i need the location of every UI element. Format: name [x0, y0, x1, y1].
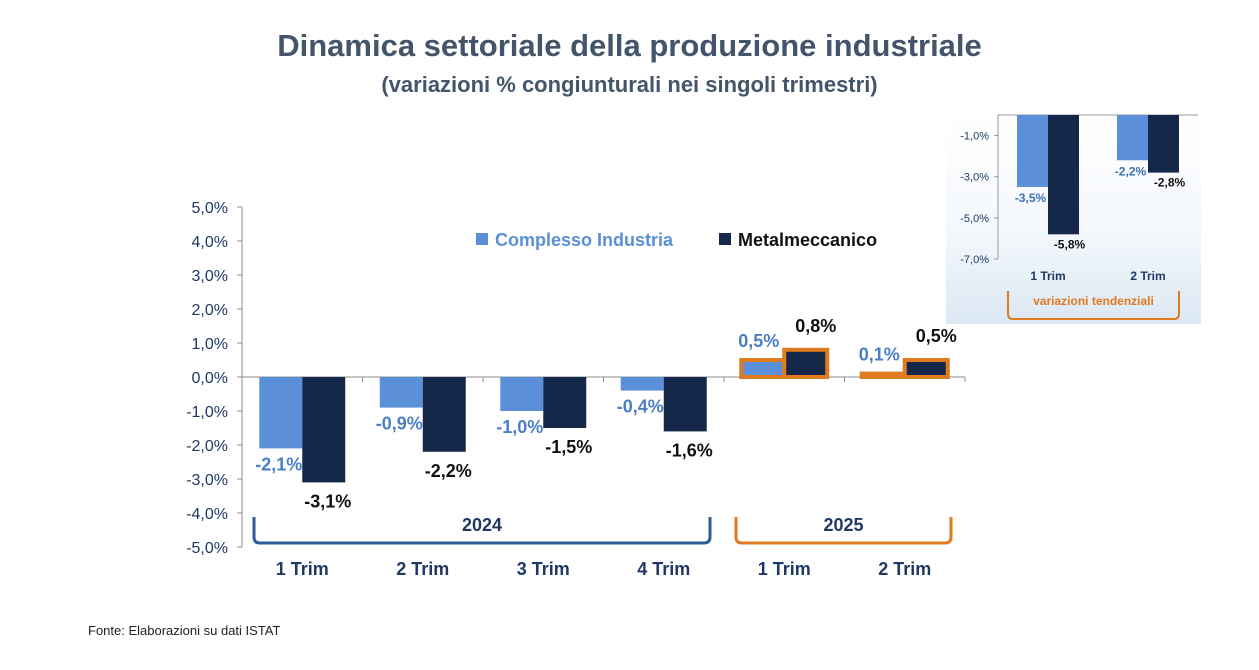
- inset-data-label: -5,8%: [1054, 237, 1086, 251]
- y-tick-label: 4,0%: [192, 234, 228, 251]
- data-label: -0,4%: [617, 397, 664, 417]
- bar-metalmeccanico: [663, 377, 707, 432]
- legend-swatch-metalmeccanico: [719, 233, 731, 245]
- inset-x-tick-label: 2 Trim: [1130, 269, 1165, 283]
- bar-complesso-industria: [739, 358, 787, 379]
- bar-complesso-industria: [859, 371, 907, 380]
- inset-bar-metalmeccanico: [1148, 115, 1179, 173]
- bar-complesso-industria: [500, 377, 544, 411]
- bar-metalmeccanico: [782, 347, 830, 379]
- chart-subtitle: (variazioni % congiunturali nei singoli …: [381, 72, 878, 97]
- inset-bar-complesso-industria: [1017, 115, 1048, 187]
- inset-data-label: -3,5%: [1015, 191, 1047, 205]
- bar-metalmeccanico: [302, 377, 346, 483]
- bar-complesso-industria: [259, 377, 303, 449]
- y-tick-label: -2,0%: [186, 438, 228, 455]
- year-bracket: [252, 517, 712, 545]
- y-tick-label: 0,0%: [192, 370, 228, 387]
- inset-y-tick-label: -1,0%: [960, 131, 989, 143]
- x-tick-label: 1 Trim: [276, 559, 329, 579]
- bar-metalmeccanico: [543, 377, 587, 428]
- inset-title: variazioni tendenziali: [1033, 294, 1154, 308]
- inset-data-label: -2,2%: [1115, 164, 1147, 178]
- inset-y-tick-label: -3,0%: [960, 172, 989, 184]
- x-tick-label: 1 Trim: [758, 559, 811, 579]
- data-label: 0,8%: [795, 316, 836, 336]
- inset-bar-complesso-industria: [1117, 115, 1148, 161]
- data-label: 0,5%: [916, 326, 957, 346]
- chart-title: Dinamica settoriale della produzione ind…: [277, 28, 982, 63]
- legend-label-complesso-industria: Complesso Industria: [495, 230, 674, 250]
- x-tick-label: 4 Trim: [637, 559, 690, 579]
- data-label: -1,5%: [545, 437, 592, 457]
- data-label: -3,1%: [304, 491, 351, 511]
- data-label: -1,6%: [666, 440, 713, 460]
- y-tick-label: -3,0%: [186, 472, 228, 489]
- inset-y-tick-label: -7,0%: [960, 254, 989, 266]
- data-label: -2,2%: [425, 461, 472, 481]
- x-tick-label: 2 Trim: [396, 559, 449, 579]
- data-label: 0,1%: [859, 345, 900, 365]
- y-tick-label: -4,0%: [186, 506, 228, 523]
- inset-y-tick-label: -5,0%: [960, 213, 989, 225]
- bar-complesso-industria: [379, 377, 423, 408]
- inset-data-label: -2,8%: [1154, 176, 1186, 190]
- y-tick-label: 5,0%: [192, 200, 228, 217]
- bar-complesso-industria: [620, 377, 664, 391]
- inset-bar-metalmeccanico: [1048, 115, 1079, 235]
- y-tick-label: -1,0%: [186, 404, 228, 421]
- y-tick-label: -5,0%: [186, 540, 228, 557]
- x-tick-label: 3 Trim: [517, 559, 570, 579]
- inset-x-tick-label: 1 Trim: [1030, 269, 1065, 283]
- data-label: 0,5%: [738, 331, 779, 351]
- legend-swatch-complesso-industria: [476, 233, 488, 245]
- x-tick-label: 2 Trim: [878, 559, 931, 579]
- source-note: Fonte: Elaborazioni su dati ISTAT: [88, 623, 281, 638]
- bar-metalmeccanico: [902, 358, 950, 379]
- y-tick-label: 3,0%: [192, 268, 228, 285]
- inset-bracket: [1007, 291, 1180, 320]
- y-tick-label: 2,0%: [192, 302, 228, 319]
- data-label: -2,1%: [255, 454, 302, 474]
- year-group-label: 2024: [462, 515, 502, 535]
- y-tick-label: 1,0%: [192, 336, 228, 353]
- bar-metalmeccanico: [422, 377, 466, 452]
- data-label: -1,0%: [496, 417, 543, 437]
- year-group-label: 2025: [823, 515, 863, 535]
- year-bracket: [734, 517, 953, 545]
- data-label: -0,9%: [376, 414, 423, 434]
- legend-label-metalmeccanico: Metalmeccanico: [738, 230, 877, 250]
